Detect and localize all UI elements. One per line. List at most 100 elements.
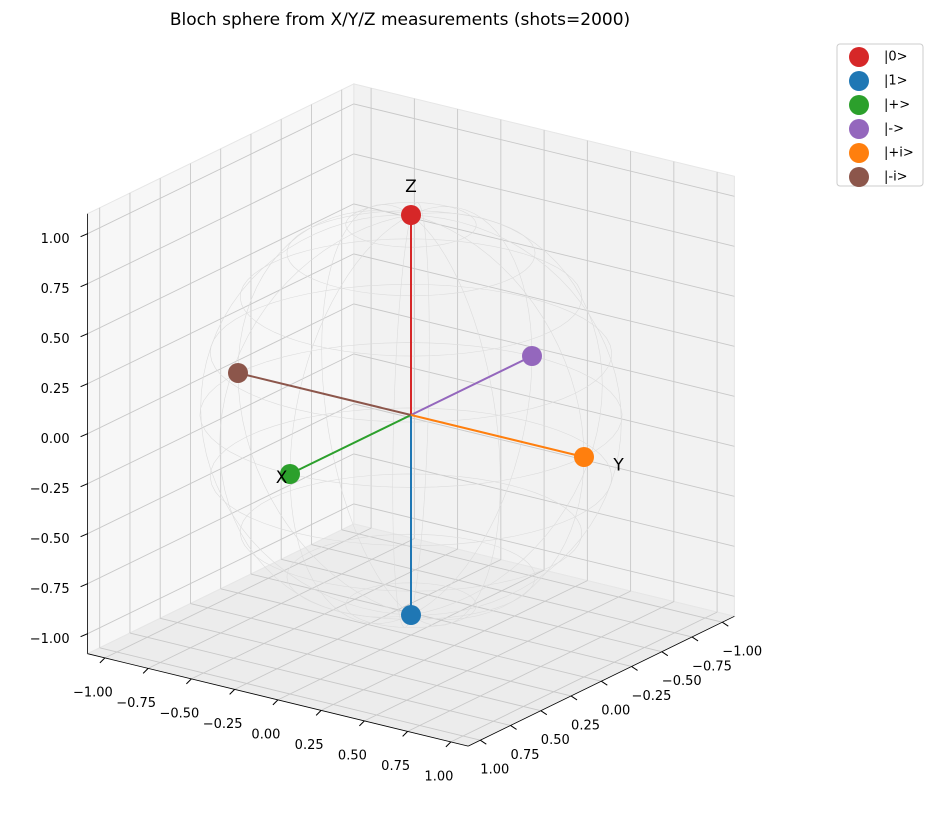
grid-line <box>87 203 354 335</box>
z-tick-label: 0.75 <box>41 282 70 297</box>
y-tick-label: 1.00 <box>424 769 453 784</box>
tick-mark <box>691 636 699 642</box>
tick-mark <box>510 725 517 730</box>
z-tick-label: −0.25 <box>30 482 70 497</box>
x-tick-label: −1.00 <box>722 645 762 660</box>
legend-marker <box>849 167 869 187</box>
state-point <box>401 605 421 625</box>
tick-mark <box>80 533 88 538</box>
y-tick-label: 0.75 <box>381 759 410 774</box>
grid-line <box>87 503 354 635</box>
axis-label: Y <box>612 455 624 475</box>
tick-mark <box>570 695 578 701</box>
grid-line <box>191 548 458 680</box>
wireframe <box>239 473 583 592</box>
tick-mark <box>80 483 88 488</box>
tick-mark <box>80 233 88 238</box>
z-tick-label: −0.75 <box>30 582 70 597</box>
wireframe <box>286 210 536 297</box>
grid-line <box>147 538 415 669</box>
grid-line <box>450 611 718 743</box>
legend-marker <box>849 71 869 91</box>
wireframe <box>239 238 583 357</box>
z-tick-label: 0.00 <box>41 432 70 447</box>
x-tick-label: −0.25 <box>632 689 672 704</box>
grid-line <box>87 253 354 385</box>
grid-line <box>87 353 354 485</box>
x-tick-label: 1.00 <box>480 763 509 778</box>
tick-mark <box>402 731 409 737</box>
tick-mark <box>80 433 88 438</box>
state-point <box>228 363 248 383</box>
legend-frame <box>836 43 924 187</box>
tick-mark <box>80 283 88 288</box>
wireframe <box>286 533 536 620</box>
wireframe <box>209 407 613 546</box>
grid-line <box>87 453 354 585</box>
y-tick-label: −0.25 <box>203 717 243 732</box>
tick-mark <box>80 633 88 638</box>
legend-label: |0> <box>884 50 908 65</box>
axis-line <box>87 653 469 747</box>
wireframe <box>345 582 477 628</box>
legend-marker <box>849 95 869 115</box>
tick-mark <box>80 583 88 588</box>
state-point <box>522 346 542 366</box>
tick-mark <box>445 741 452 748</box>
axis-line <box>468 615 735 747</box>
z-tick-label: −1.00 <box>30 632 70 647</box>
grid-line <box>87 403 354 535</box>
tick-mark <box>359 720 365 727</box>
y-tick-label: −1.00 <box>73 685 113 700</box>
tick-mark <box>540 710 548 716</box>
legend-label: |-> <box>884 122 904 137</box>
state-point <box>280 464 300 484</box>
tick-mark <box>229 689 236 695</box>
legend-label: |+> <box>884 98 910 113</box>
tick-mark <box>661 651 669 657</box>
grid-line <box>353 403 735 497</box>
z-tick-label: 0.50 <box>41 332 70 347</box>
grid-line <box>104 527 372 659</box>
x-tick-label: −0.75 <box>692 659 732 674</box>
z-tick-label: −0.50 <box>30 532 70 547</box>
grid-line <box>277 569 545 701</box>
grid-line <box>407 601 675 732</box>
state-vector <box>237 372 412 416</box>
grid-line <box>364 590 631 722</box>
tick-mark <box>315 710 322 716</box>
x-tick-label: 0.00 <box>601 704 630 719</box>
axis-label: Z <box>405 177 417 197</box>
x-tick-label: −0.50 <box>662 674 702 689</box>
grid-line <box>320 580 588 711</box>
tick-mark <box>99 657 106 664</box>
grid-line <box>87 303 354 435</box>
legend-label: |+i> <box>884 146 914 161</box>
grid-line <box>353 353 735 447</box>
y-tick-label: 0.25 <box>295 738 324 753</box>
tick-mark <box>142 668 149 674</box>
state-point <box>401 205 421 225</box>
legend-marker <box>849 47 869 67</box>
y-tick-label: −0.50 <box>159 706 199 721</box>
tick-mark <box>480 739 487 745</box>
y-tick-label: −0.75 <box>116 696 156 711</box>
grid-line <box>87 153 354 285</box>
tick-mark <box>631 666 638 671</box>
state-vector <box>410 355 533 416</box>
y-tick-label: 0.50 <box>338 748 367 763</box>
z-tick-label: 0.25 <box>41 382 70 397</box>
grid-line <box>234 559 502 690</box>
state-point <box>574 447 594 467</box>
grid-line <box>353 153 735 247</box>
wireframe <box>345 202 477 248</box>
x-tick-label: 0.50 <box>541 733 570 748</box>
grid-line <box>353 103 735 197</box>
grid-line <box>87 103 354 235</box>
tick-mark <box>80 383 88 388</box>
state-vector <box>410 414 585 458</box>
z-tick-label: 1.00 <box>41 232 70 247</box>
legend-label: |1> <box>884 74 908 89</box>
grid-line <box>353 453 735 547</box>
